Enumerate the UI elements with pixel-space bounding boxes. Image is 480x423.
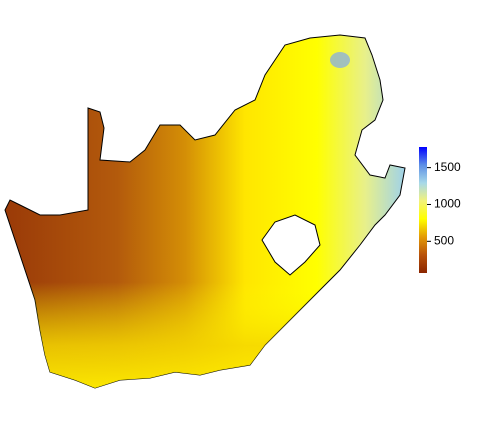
- colorbar-tick-label: 1000: [434, 197, 461, 211]
- south-africa: [4, 34, 406, 389]
- colorbar-ramp: [419, 147, 427, 273]
- colorbar-tick-label: 500: [434, 233, 454, 247]
- coastal-shading: [5, 35, 405, 388]
- colorbar-tick-label: 1500: [434, 160, 461, 174]
- highland: [330, 52, 350, 68]
- colorbar: 500 1000 1500: [419, 147, 461, 273]
